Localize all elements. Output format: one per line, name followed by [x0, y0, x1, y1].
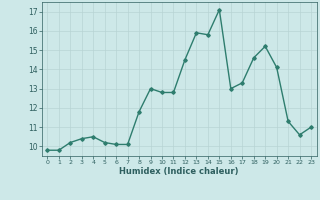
X-axis label: Humidex (Indice chaleur): Humidex (Indice chaleur)	[119, 167, 239, 176]
